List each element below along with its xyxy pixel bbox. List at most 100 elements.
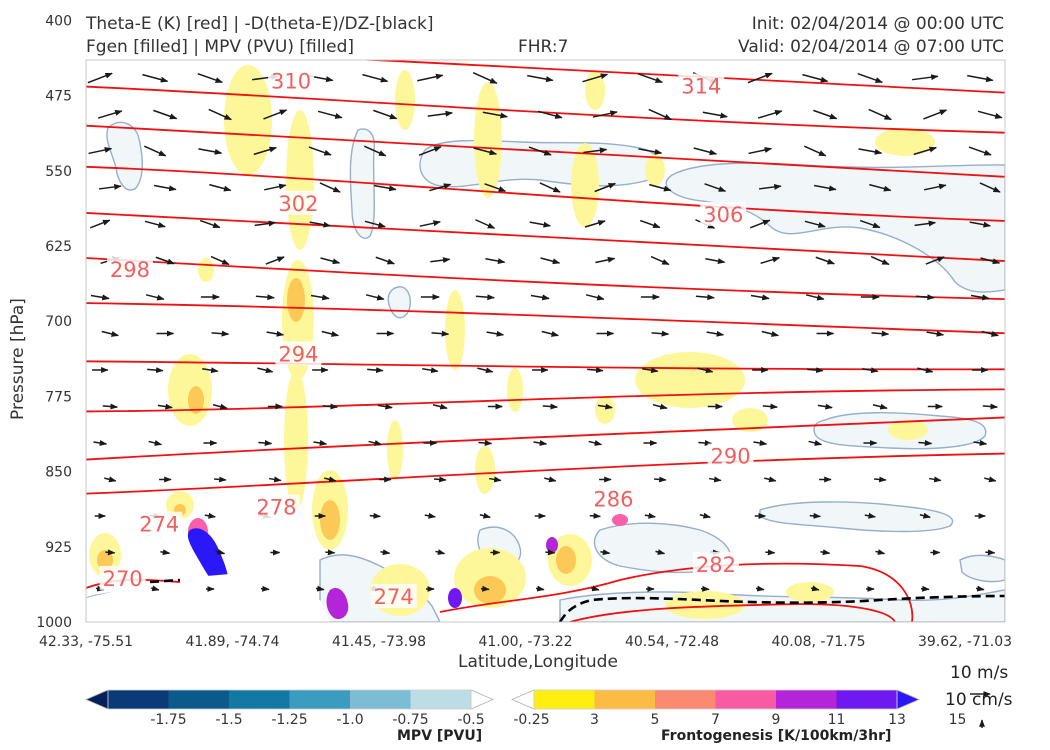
wind-vector xyxy=(695,294,715,301)
wind-vector xyxy=(639,219,661,229)
wind-vector xyxy=(545,549,556,556)
wind-vector xyxy=(654,476,667,483)
wind-vector xyxy=(807,367,824,374)
wind-vector xyxy=(803,145,827,157)
wind-vector xyxy=(264,183,287,191)
y-tick-label: 775 xyxy=(45,389,72,405)
wind-vector xyxy=(918,439,933,446)
wind-vector xyxy=(700,585,710,592)
wind-vector xyxy=(257,367,274,374)
contour-label-bg xyxy=(678,73,725,98)
wind-vector xyxy=(584,220,606,228)
wind-vector xyxy=(365,294,385,301)
colorbar-frame xyxy=(107,689,472,710)
wind-vector xyxy=(529,221,551,228)
wind-vector xyxy=(872,403,888,410)
wind-vector xyxy=(975,585,985,592)
wind-vector xyxy=(263,109,288,120)
wind-vector xyxy=(265,256,285,265)
wind-vector xyxy=(148,440,163,446)
wind-vector xyxy=(482,111,508,119)
wind-vector xyxy=(913,146,937,156)
wind-vector xyxy=(269,476,282,483)
wind-vector xyxy=(968,146,992,156)
theta-e-contour-label: 274 xyxy=(374,585,414,609)
wind-vector xyxy=(419,220,441,227)
wind-vector xyxy=(589,512,602,519)
wind-vector xyxy=(254,220,277,227)
theta-e-contour-line xyxy=(86,360,1005,371)
wind-vector xyxy=(144,220,166,228)
wind-vector xyxy=(98,183,122,190)
x-axis-label: Latitude,Longitude xyxy=(458,652,618,672)
colorbar-tick-label: -1.25 xyxy=(271,712,307,728)
wind-vector xyxy=(982,403,998,410)
wind-vector xyxy=(761,330,779,337)
wind-vector xyxy=(475,294,495,301)
colorbar-swatch xyxy=(594,690,655,709)
contour-label-bg xyxy=(707,443,754,468)
wind-vector xyxy=(600,549,611,556)
wind-vector xyxy=(324,476,337,483)
colorbar-tick-label: -0.5 xyxy=(457,712,484,728)
wind-vector xyxy=(90,294,110,301)
x-tick-label: 41.00, -73.22 xyxy=(478,634,572,650)
wind-vector xyxy=(104,476,117,483)
wind-vector xyxy=(527,74,554,83)
wind-vector xyxy=(377,403,393,410)
contour-label-bg xyxy=(370,583,417,608)
wind-vector xyxy=(809,512,822,519)
wind-vector xyxy=(810,585,820,592)
y-tick-label: 925 xyxy=(45,540,72,556)
wind-vector xyxy=(649,183,672,192)
wind-vector xyxy=(90,219,111,229)
wind-vector xyxy=(313,440,328,446)
wind-vector xyxy=(325,549,336,556)
wind-vector xyxy=(705,258,726,264)
wind-vector xyxy=(917,367,934,374)
wind-vector xyxy=(642,367,659,374)
wind-vector xyxy=(198,148,223,155)
theta-e-contour-label: 290 xyxy=(711,445,751,469)
colorbar-swatch xyxy=(836,690,897,709)
stability-dashed-contour-west xyxy=(149,578,181,584)
wind-vector xyxy=(817,403,833,410)
wind-vector xyxy=(583,147,608,154)
reference-vector-label-wind: 10 m/s xyxy=(950,663,1009,683)
wind-vector xyxy=(859,219,881,229)
wind-vector xyxy=(364,220,386,228)
wind-vector xyxy=(644,512,656,519)
wind-vector xyxy=(874,476,887,483)
wind-vector xyxy=(429,183,452,192)
wind-vector xyxy=(637,72,663,84)
wind-vector xyxy=(255,294,275,301)
colorbar-swatch xyxy=(776,690,837,709)
wind-vector xyxy=(417,73,444,82)
wind-vector xyxy=(479,512,491,519)
wind-vector xyxy=(924,183,947,191)
wind-vector xyxy=(208,108,232,121)
wind-vector xyxy=(925,256,945,265)
wind-vector xyxy=(101,330,119,337)
wind-vector xyxy=(760,256,781,265)
wind-vector xyxy=(981,330,999,337)
theta-e-contour-line xyxy=(86,4,1005,52)
colorbar-tick-label: -0.75 xyxy=(392,712,428,728)
wind-vector xyxy=(594,182,617,193)
wind-vector xyxy=(870,255,890,266)
wind-vector xyxy=(802,73,829,83)
wind-vector xyxy=(373,109,398,120)
wind-vector xyxy=(430,257,451,264)
wind-vector xyxy=(88,147,113,155)
wind-vector xyxy=(704,183,727,192)
wind-vector xyxy=(750,294,770,301)
colorbar-extend-right xyxy=(470,689,495,710)
contour-label-bg xyxy=(99,565,146,590)
wind-vector xyxy=(424,512,436,519)
wind-vector xyxy=(204,512,216,519)
wind-vector xyxy=(477,367,494,374)
x-tick-label: 40.54, -72.48 xyxy=(625,634,719,650)
wind-vector xyxy=(655,549,666,555)
wind-vector xyxy=(489,476,502,483)
wind-vector xyxy=(585,294,605,301)
